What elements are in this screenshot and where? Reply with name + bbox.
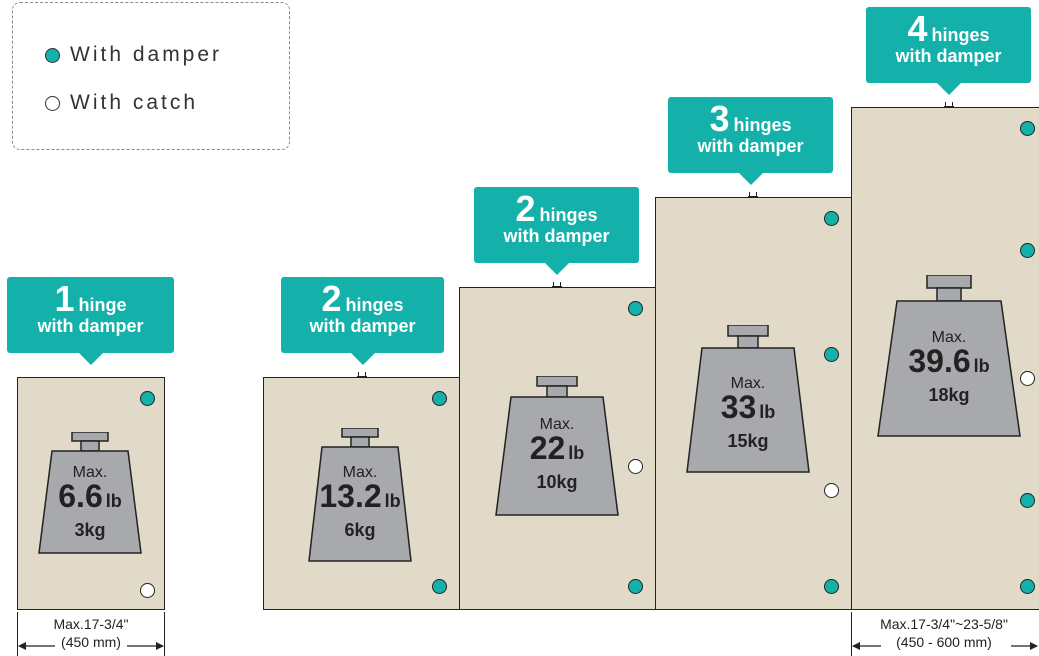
- catch-hole-icon: [824, 483, 839, 498]
- hinge-count: 3: [709, 98, 730, 139]
- hinge-word: hinges: [345, 295, 404, 315]
- hinge-count: 1: [54, 278, 75, 319]
- dimension-arrows-small: [18, 642, 164, 650]
- dimension-tick: [17, 612, 18, 656]
- weight-5: Max. 39.6 lb 18kg: [877, 275, 1021, 437]
- catch-hole-icon: [628, 459, 643, 474]
- legend-catch-label: With catch: [70, 91, 199, 114]
- load-lb: 33 lb: [720, 389, 776, 425]
- load-kg: 10kg: [536, 472, 578, 492]
- load-lb: 39.6 lb: [908, 343, 990, 379]
- hinge-callout-2: 2 hinges with damper: [281, 277, 444, 365]
- hinge-word: hinges: [539, 205, 598, 225]
- damper-hole-icon: [628, 301, 643, 316]
- damper-hole-icon: [1020, 493, 1035, 508]
- hinge-type: with damper: [895, 46, 1002, 66]
- load-kg: 3kg: [74, 520, 106, 540]
- catch-hole-icon: [140, 583, 155, 598]
- weight-icon: [308, 428, 412, 562]
- hinge-word: hinges: [733, 115, 792, 135]
- damper-hole-icon: [628, 579, 643, 594]
- hinge-type: with damper: [37, 316, 144, 336]
- hinge-type: with damper: [309, 316, 416, 336]
- legend-item-catch: With catch: [45, 91, 198, 115]
- hinge-count: 4: [907, 8, 928, 49]
- load-kg: 6kg: [344, 520, 376, 540]
- dimension-tick: [851, 612, 852, 656]
- damper-hole-icon: [824, 347, 839, 362]
- damper-hole-icon: [1020, 579, 1035, 594]
- hinge-word: hinges: [931, 25, 990, 45]
- damper-dot-icon: [45, 47, 60, 63]
- damper-hole-icon: [1020, 243, 1035, 258]
- hinge-callout-5: 4 hinges with damper: [866, 7, 1031, 95]
- damper-hole-icon: [824, 579, 839, 594]
- weight-3: Max. 22 lb 10kg: [495, 376, 619, 516]
- load-lb: 22 lb: [529, 430, 585, 466]
- weight-2: Max. 13.2 lb 6kg: [308, 428, 412, 562]
- hinge-callout-1: 1 hinge with damper: [7, 277, 174, 365]
- weight-4: Max. 33 lb 15kg: [686, 325, 810, 473]
- hinge-count: 2: [321, 278, 342, 319]
- dimension-small: Max.17-3/4" (450 mm): [17, 616, 165, 650]
- load-kg: 18kg: [928, 385, 970, 405]
- hinge-callout-4: 3 hinges with damper: [668, 97, 833, 185]
- hinge-count: 2: [515, 188, 536, 229]
- weight-1: Max. 6.6 lb 3kg: [38, 432, 142, 554]
- load-kg: 15kg: [727, 431, 769, 451]
- max-label: Max.: [730, 375, 766, 392]
- weight-icon: [38, 432, 142, 554]
- load-lb: 13.2 lb: [319, 478, 401, 514]
- catch-hole-icon: [1020, 371, 1035, 386]
- damper-hole-icon: [140, 391, 155, 406]
- legend-item-damper: With damper: [45, 43, 222, 67]
- dimension-large-mm: (450 - 600 mm): [896, 634, 992, 650]
- weight-icon: [686, 325, 810, 473]
- damper-hole-icon: [1020, 121, 1035, 136]
- max-label: Max.: [72, 464, 108, 481]
- hinge-word: hinge: [78, 295, 127, 315]
- hinge-callout-3: 2 hinges with damper: [474, 187, 639, 275]
- legend: With damper With catch: [12, 2, 290, 150]
- damper-hole-icon: [432, 579, 447, 594]
- dimension-large-inches: Max.17-3/4"~23-5/8": [880, 616, 1008, 632]
- weight-icon: [877, 275, 1021, 437]
- dimension-small-inches: Max.17-3/4": [53, 616, 129, 632]
- dimension-large: Max.17-3/4"~23-5/8" (450 - 600 mm): [851, 616, 1037, 650]
- hinge-type: with damper: [503, 226, 610, 246]
- damper-hole-icon: [432, 391, 447, 406]
- legend-damper-label: With damper: [70, 43, 223, 66]
- hinge-type: with damper: [697, 136, 804, 156]
- dimension-tick: [164, 612, 165, 656]
- weight-icon: [495, 376, 619, 516]
- damper-hole-icon: [824, 211, 839, 226]
- max-label: Max.: [342, 464, 378, 481]
- catch-dot-icon: [45, 95, 60, 111]
- max-label: Max.: [539, 416, 575, 433]
- dimension-small-mm: (450 mm): [61, 634, 121, 650]
- dimension-arrows-large: [852, 642, 1038, 650]
- max-label: Max.: [931, 329, 967, 346]
- load-lb: 6.6 lb: [58, 478, 122, 514]
